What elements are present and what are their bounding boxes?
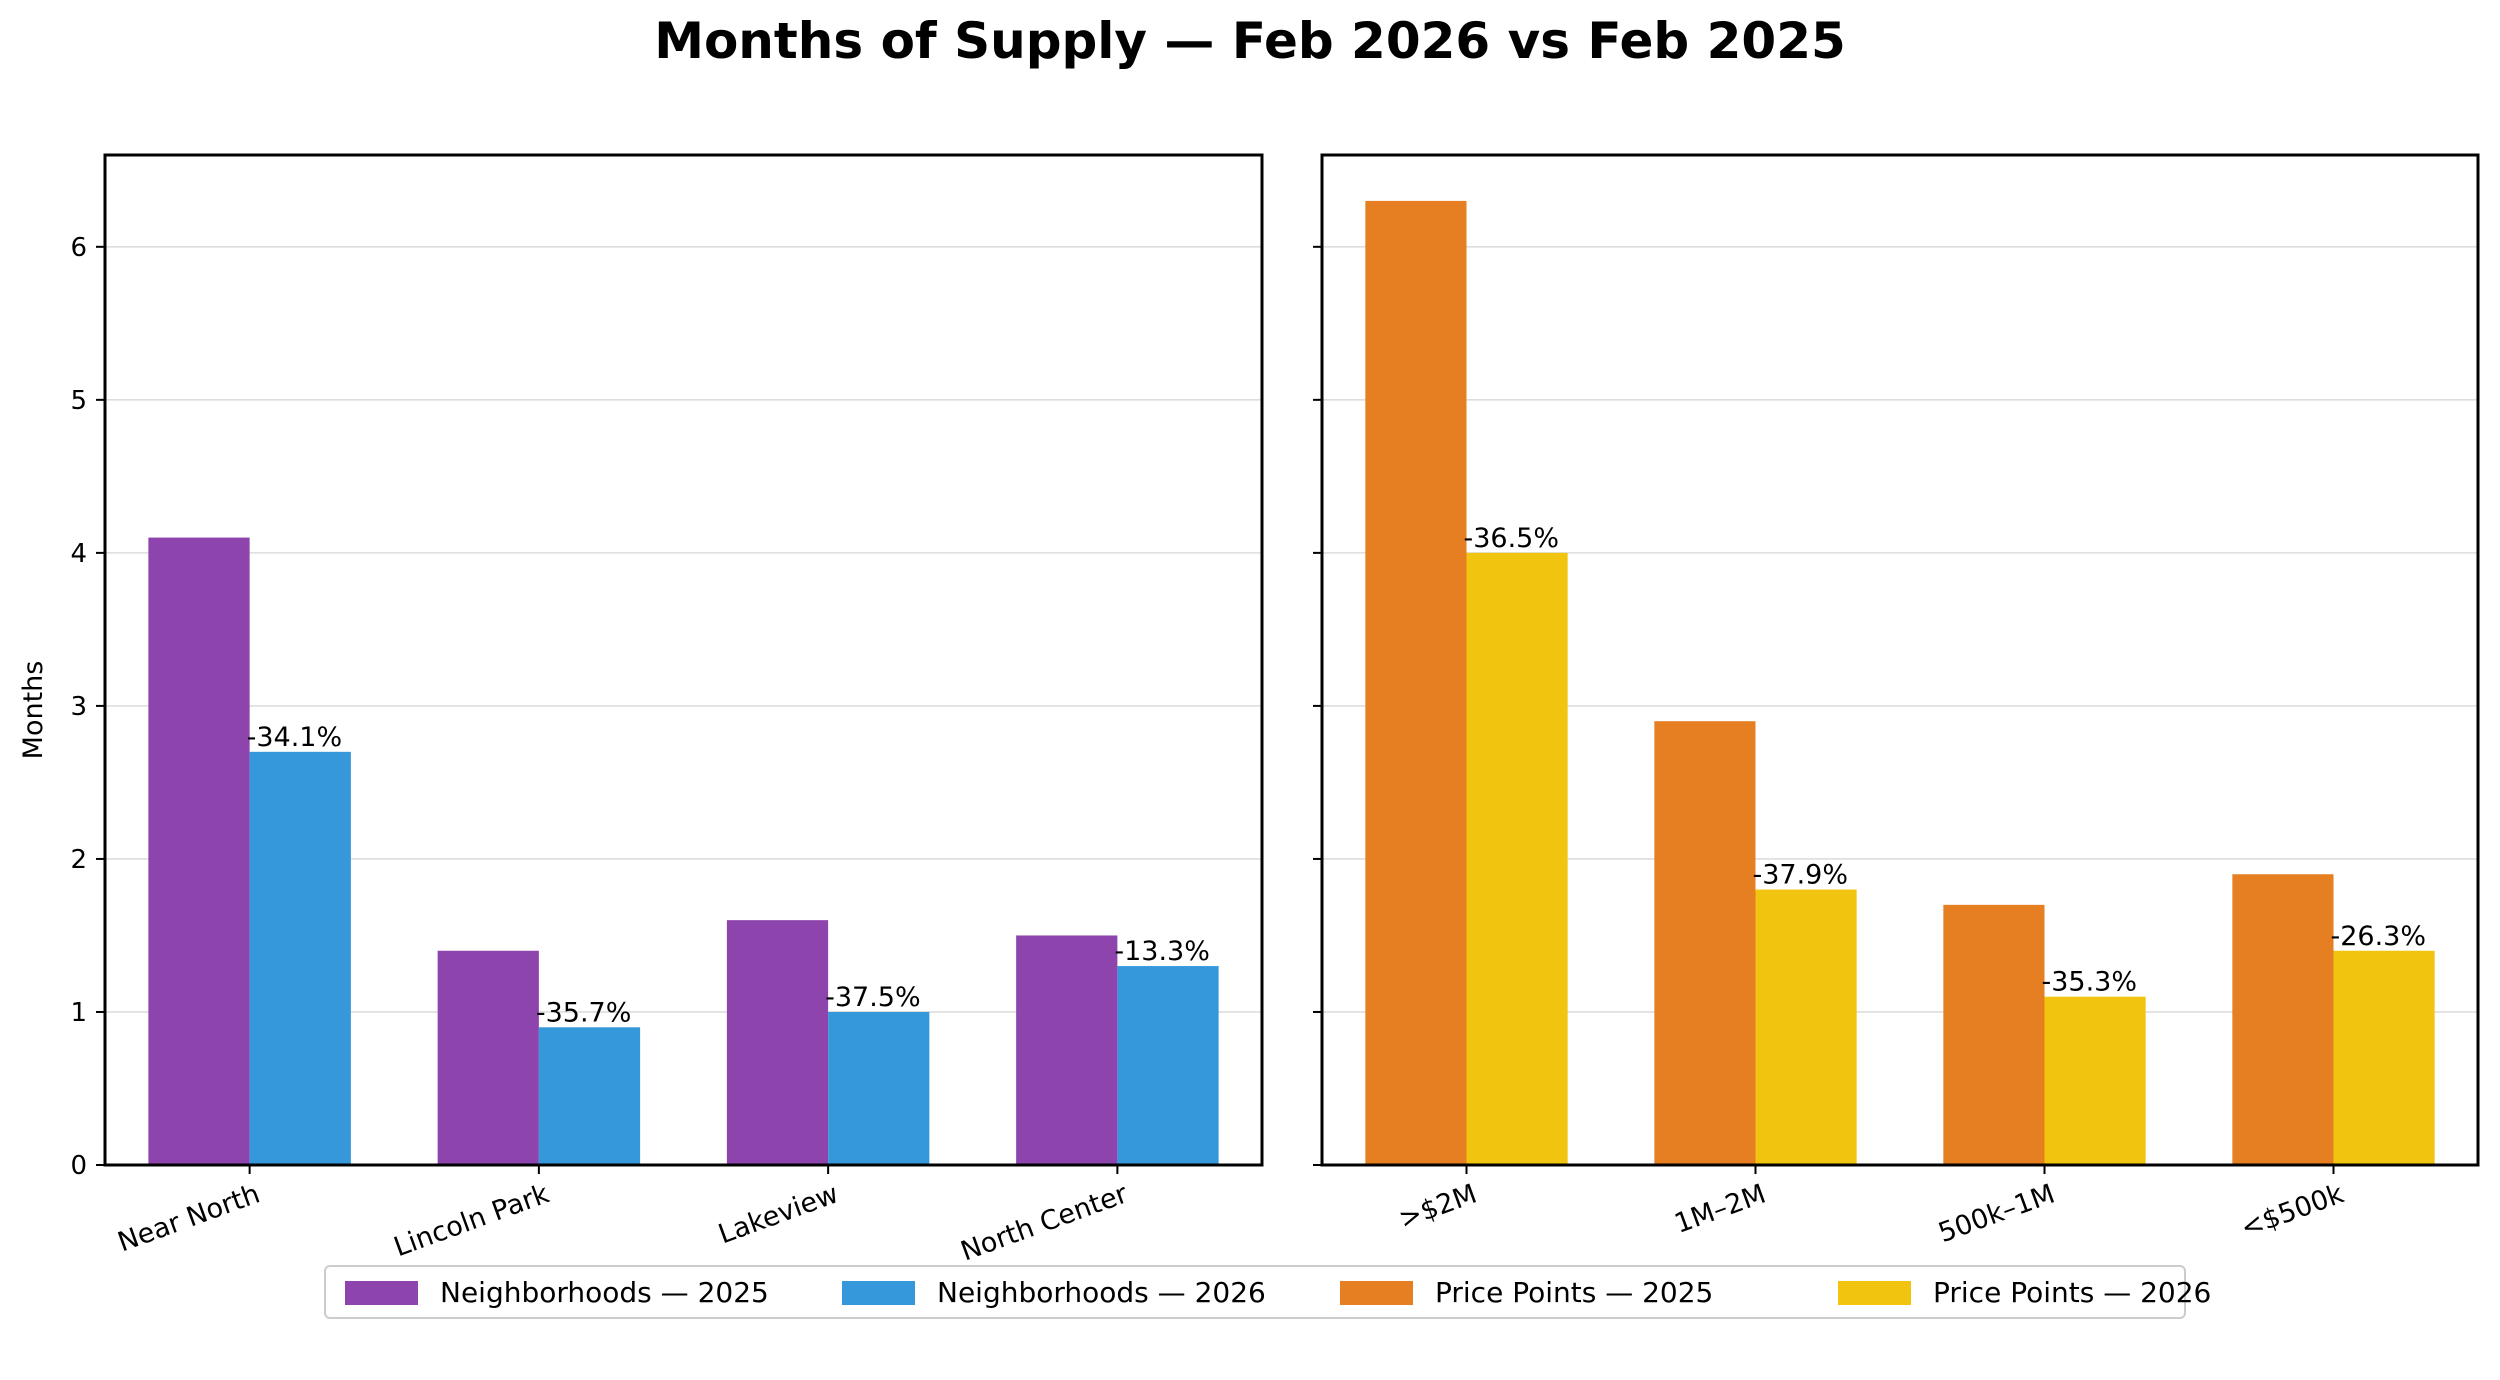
y-tick-label: 6 <box>70 233 87 263</box>
y-tick-label: 3 <box>70 692 87 722</box>
y-tick-label: 1 <box>70 998 87 1028</box>
change-label-500k: -26.3% <box>2331 921 2427 952</box>
change-label-lincoln-park: -35.7% <box>536 997 632 1028</box>
bar-price-points-2026-1m-2m <box>1755 889 1857 1165</box>
legend-swatch-neighborhoods-2026 <box>842 1281 915 1305</box>
bar-price-points-2025-500k-1m <box>1943 904 2045 1165</box>
chart-title: Months of Supply — Feb 2026 vs Feb 2025 <box>654 12 1846 70</box>
change-label-near-north: -34.1% <box>247 722 343 753</box>
change-label-2m: -36.5% <box>1464 523 1560 554</box>
bar-price-points-2026-500k-1m <box>2044 996 2146 1165</box>
legend-swatch-price-points-2025 <box>1340 1281 1413 1305</box>
bar-neighborhoods-2025-lakeview <box>726 920 829 1165</box>
legend-label-price-points-2026: Price Points — 2026 <box>1933 1276 2211 1309</box>
y-axis-label: Months <box>18 661 49 760</box>
bar-price-points-2025-2m <box>1365 200 1467 1166</box>
legend-frame <box>324 1265 2186 1319</box>
axes-frame <box>103 153 1264 1167</box>
bar-price-points-2025-500k <box>2232 874 2334 1165</box>
bar-neighborhoods-2025-lincoln-park <box>437 950 539 1165</box>
legend-label-neighborhoods-2025: Neighborhoods — 2025 <box>440 1276 769 1309</box>
legend-swatch-price-points-2026 <box>1838 1281 1911 1305</box>
y-tick-label: 0 <box>70 1151 87 1181</box>
bar-neighborhoods-2025-near-north <box>148 537 250 1165</box>
legend-swatch-neighborhoods-2025 <box>345 1281 418 1305</box>
y-tick-label: 2 <box>70 845 87 875</box>
bar-neighborhoods-2026-near-north <box>249 751 351 1165</box>
bar-neighborhoods-2025-north-center <box>1016 935 1118 1165</box>
change-label-lakeview: -37.5% <box>825 982 921 1013</box>
legend-label-price-points-2025: Price Points — 2025 <box>1435 1276 1713 1309</box>
axes-frame <box>1320 153 2480 1167</box>
bar-price-points-2026-500k <box>2333 950 2435 1165</box>
bar-neighborhoods-2026-lakeview <box>828 1011 930 1165</box>
bar-price-points-2025-1m-2m <box>1654 721 1756 1165</box>
change-label-1m-2m: -37.9% <box>1753 860 1849 891</box>
bar-neighborhoods-2026-lincoln-park <box>538 1027 641 1165</box>
legend-label-neighborhoods-2026: Neighborhoods — 2026 <box>937 1276 1266 1309</box>
legend: Neighborhoods — 2025 Neighborhoods — 2026… <box>324 1265 2211 1319</box>
y-tick-label: 5 <box>70 386 87 416</box>
bar-neighborhoods-2026-north-center <box>1117 966 1219 1165</box>
panel-price-points: -36.5%>$2M-37.9%1M–2M-35.3%500k–1M-26.3%… <box>1313 153 2480 1249</box>
bar-price-points-2026-2m <box>1466 552 1568 1165</box>
y-tick-label: 4 <box>70 539 87 569</box>
change-label-north-center: -13.3% <box>1114 936 1210 967</box>
change-label-500k-1m: -35.3% <box>2042 967 2138 998</box>
